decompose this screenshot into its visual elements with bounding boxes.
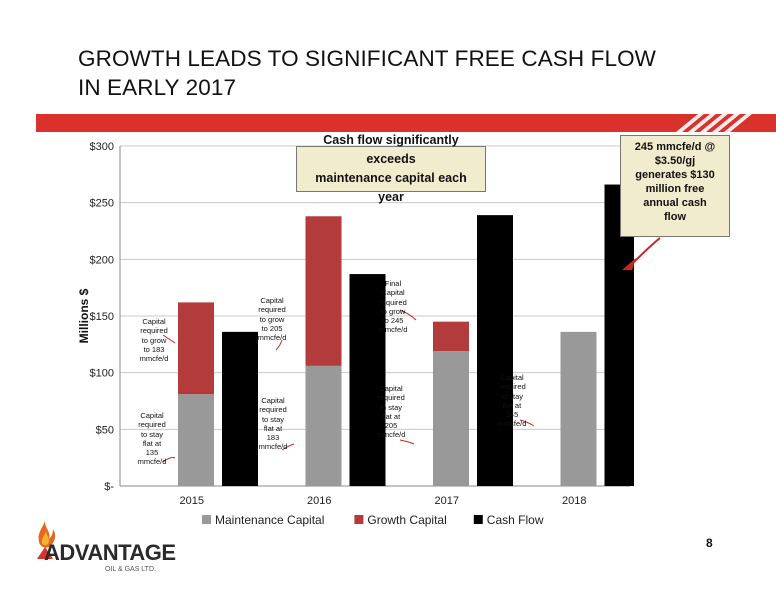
annotation-line: to stay [140,429,164,439]
annotation-line: Capital [260,296,284,305]
flame-inner-icon [41,531,50,546]
y-tick-label: $100 [90,368,114,380]
y-tick-label: $50 [96,424,114,436]
annotation-2015-maint: Capital required to stay flat at 135 mmc… [135,411,169,467]
annotation-2017-maint: Capital required to stay flat at 205 mmc… [373,384,409,440]
annotation-2015-growth: Capital required to grow to 183 mmcfe/d [139,317,169,363]
annotation-line: to grow [141,335,167,345]
y-tick-label: $250 [90,198,114,210]
annotation-line: mmcfe/d [258,442,288,452]
x-tick-label: 2017 [435,495,459,507]
callout-box: Cash flow significantly exceeds maintena… [296,133,486,204]
logo-triangle-icon [37,547,53,559]
bar-growth-capital [305,216,342,366]
annotation-2018-maint: Capital required to stay flat at 245 mmc… [495,373,529,429]
annotation-line: required [379,297,407,307]
annotation-line: flat at [381,411,401,421]
annotation-line: Capital [142,317,166,326]
x-tick-label: 2015 [180,495,204,507]
annotation-line: Capital [381,288,405,298]
y-tick-label: $200 [90,254,114,266]
annotation-line: Capital [261,396,285,405]
bar-maintenance-capital [178,394,214,486]
legend-swatch [354,515,364,524]
annotation-line: mmcfe/d [139,354,169,364]
red-header-band [36,114,776,132]
annotation-line: mmcfe/d [497,419,527,429]
callout-line-1: Cash flow significantly exceeds [323,133,459,166]
legend-label: Cash Flow [487,513,544,527]
annotation-line: mmcfe/d [257,333,287,343]
annotation-line: mmcfe/d [376,430,406,440]
bar-maintenance-capital [305,365,342,486]
y-tick-label: $150 [90,311,114,323]
annotation-line: required [377,393,405,403]
annotation-2016-maint: Capital required to stay flat at 183 mmc… [256,396,290,452]
annotation-line: required [498,382,526,392]
side-note-line: $3.50/gj [654,155,696,167]
side-note-line: million free [645,183,705,195]
arrow-head-icon [622,258,636,270]
callout-line-2: maintenance capital each year [315,171,467,204]
side-note-line: annual cash [643,197,707,209]
annotation-line: mmcfe/d [378,325,408,335]
bar-cash-flow [222,331,258,486]
annotation-line: required [140,326,168,336]
title-line-2: IN EARLY 2017 [78,75,237,100]
logo-wordmark: ADVANTAGE [44,540,176,565]
annotation-line: 245 [505,410,519,420]
bar-growth-capital [178,302,214,395]
legend-label: Growth Capital [367,513,446,527]
company-logo [37,521,56,559]
annotation-line: flat at [142,438,162,448]
y-tick-label: $- [104,481,114,493]
annotation-line: Capital [140,411,164,420]
annotation-line: 183 [266,433,280,443]
annotation-line: to stay [261,414,285,424]
annotation-2016-growth: Capital required to grow to 205 mmcfe/d [255,296,289,342]
annotation-line: flat at [502,400,522,410]
annotation-line: flat at [263,423,283,433]
bar-maintenance-capital [433,351,469,486]
side-note-line: 245 mmcfe/d @ [634,141,716,153]
y-tick-label: $300 [90,141,114,153]
title-line-1: GROWTH LEADS TO SIGNIFICANT FREE CASH FL… [78,46,657,71]
bar-chart: $- $50 $100 $150 $200 $250 $300 Millions $ 2015 2… [77,141,634,527]
legend-swatch [473,515,483,524]
page-number: 8 [706,536,713,550]
bar-cash-flow [349,274,386,486]
annotation-line: 135 [145,448,159,458]
annotation-line: required [259,405,287,415]
annotation-line: to grow [380,306,406,316]
side-note-line: generates $130 [635,169,715,181]
annotation-line: Capital [500,373,524,382]
annotation-line: required [138,420,166,430]
legend-swatch [202,515,211,524]
chart-area: $- $50 $100 $150 $200 $250 $300 Millions $ 2015 2… [72,135,634,530]
annotation-line: Final [384,279,402,288]
logo-subtitle: OIL & GAS LTD. [105,566,156,573]
x-tick-label: 2018 [562,495,586,507]
annotation-2017-growth: Final Capital required to grow to 245 mm… [375,279,411,335]
bar-growth-capital [433,321,469,352]
slide-title: GROWTH LEADS TO SIGNIFICANT FREE CASH FL… [78,44,656,102]
annotation-line: required [258,305,286,315]
x-tick-label: 2016 [307,495,331,507]
annotation-line: to 205 [261,323,283,333]
annotation-line: to 183 [143,344,165,354]
annotation-line: to stay [379,402,403,412]
legend-label: Maintenance Capital [215,513,324,527]
side-note-line: flow [664,211,686,223]
bar-cash-flow [477,215,513,486]
y-axis-label: Millions $ [77,288,91,343]
annotation-line: to 245 [382,316,404,326]
annotation-line: 205 [384,421,398,431]
annotation-line: to grow [259,314,285,324]
side-note-box: 245 mmcfe/d @ $3.50/gj generates $130 mi… [620,135,730,237]
annotation-line: to stay [500,391,524,401]
bar-maintenance-capital [560,331,597,486]
annotation-line: Capital [379,384,403,393]
annotation-line: mmcfe/d [137,457,167,467]
